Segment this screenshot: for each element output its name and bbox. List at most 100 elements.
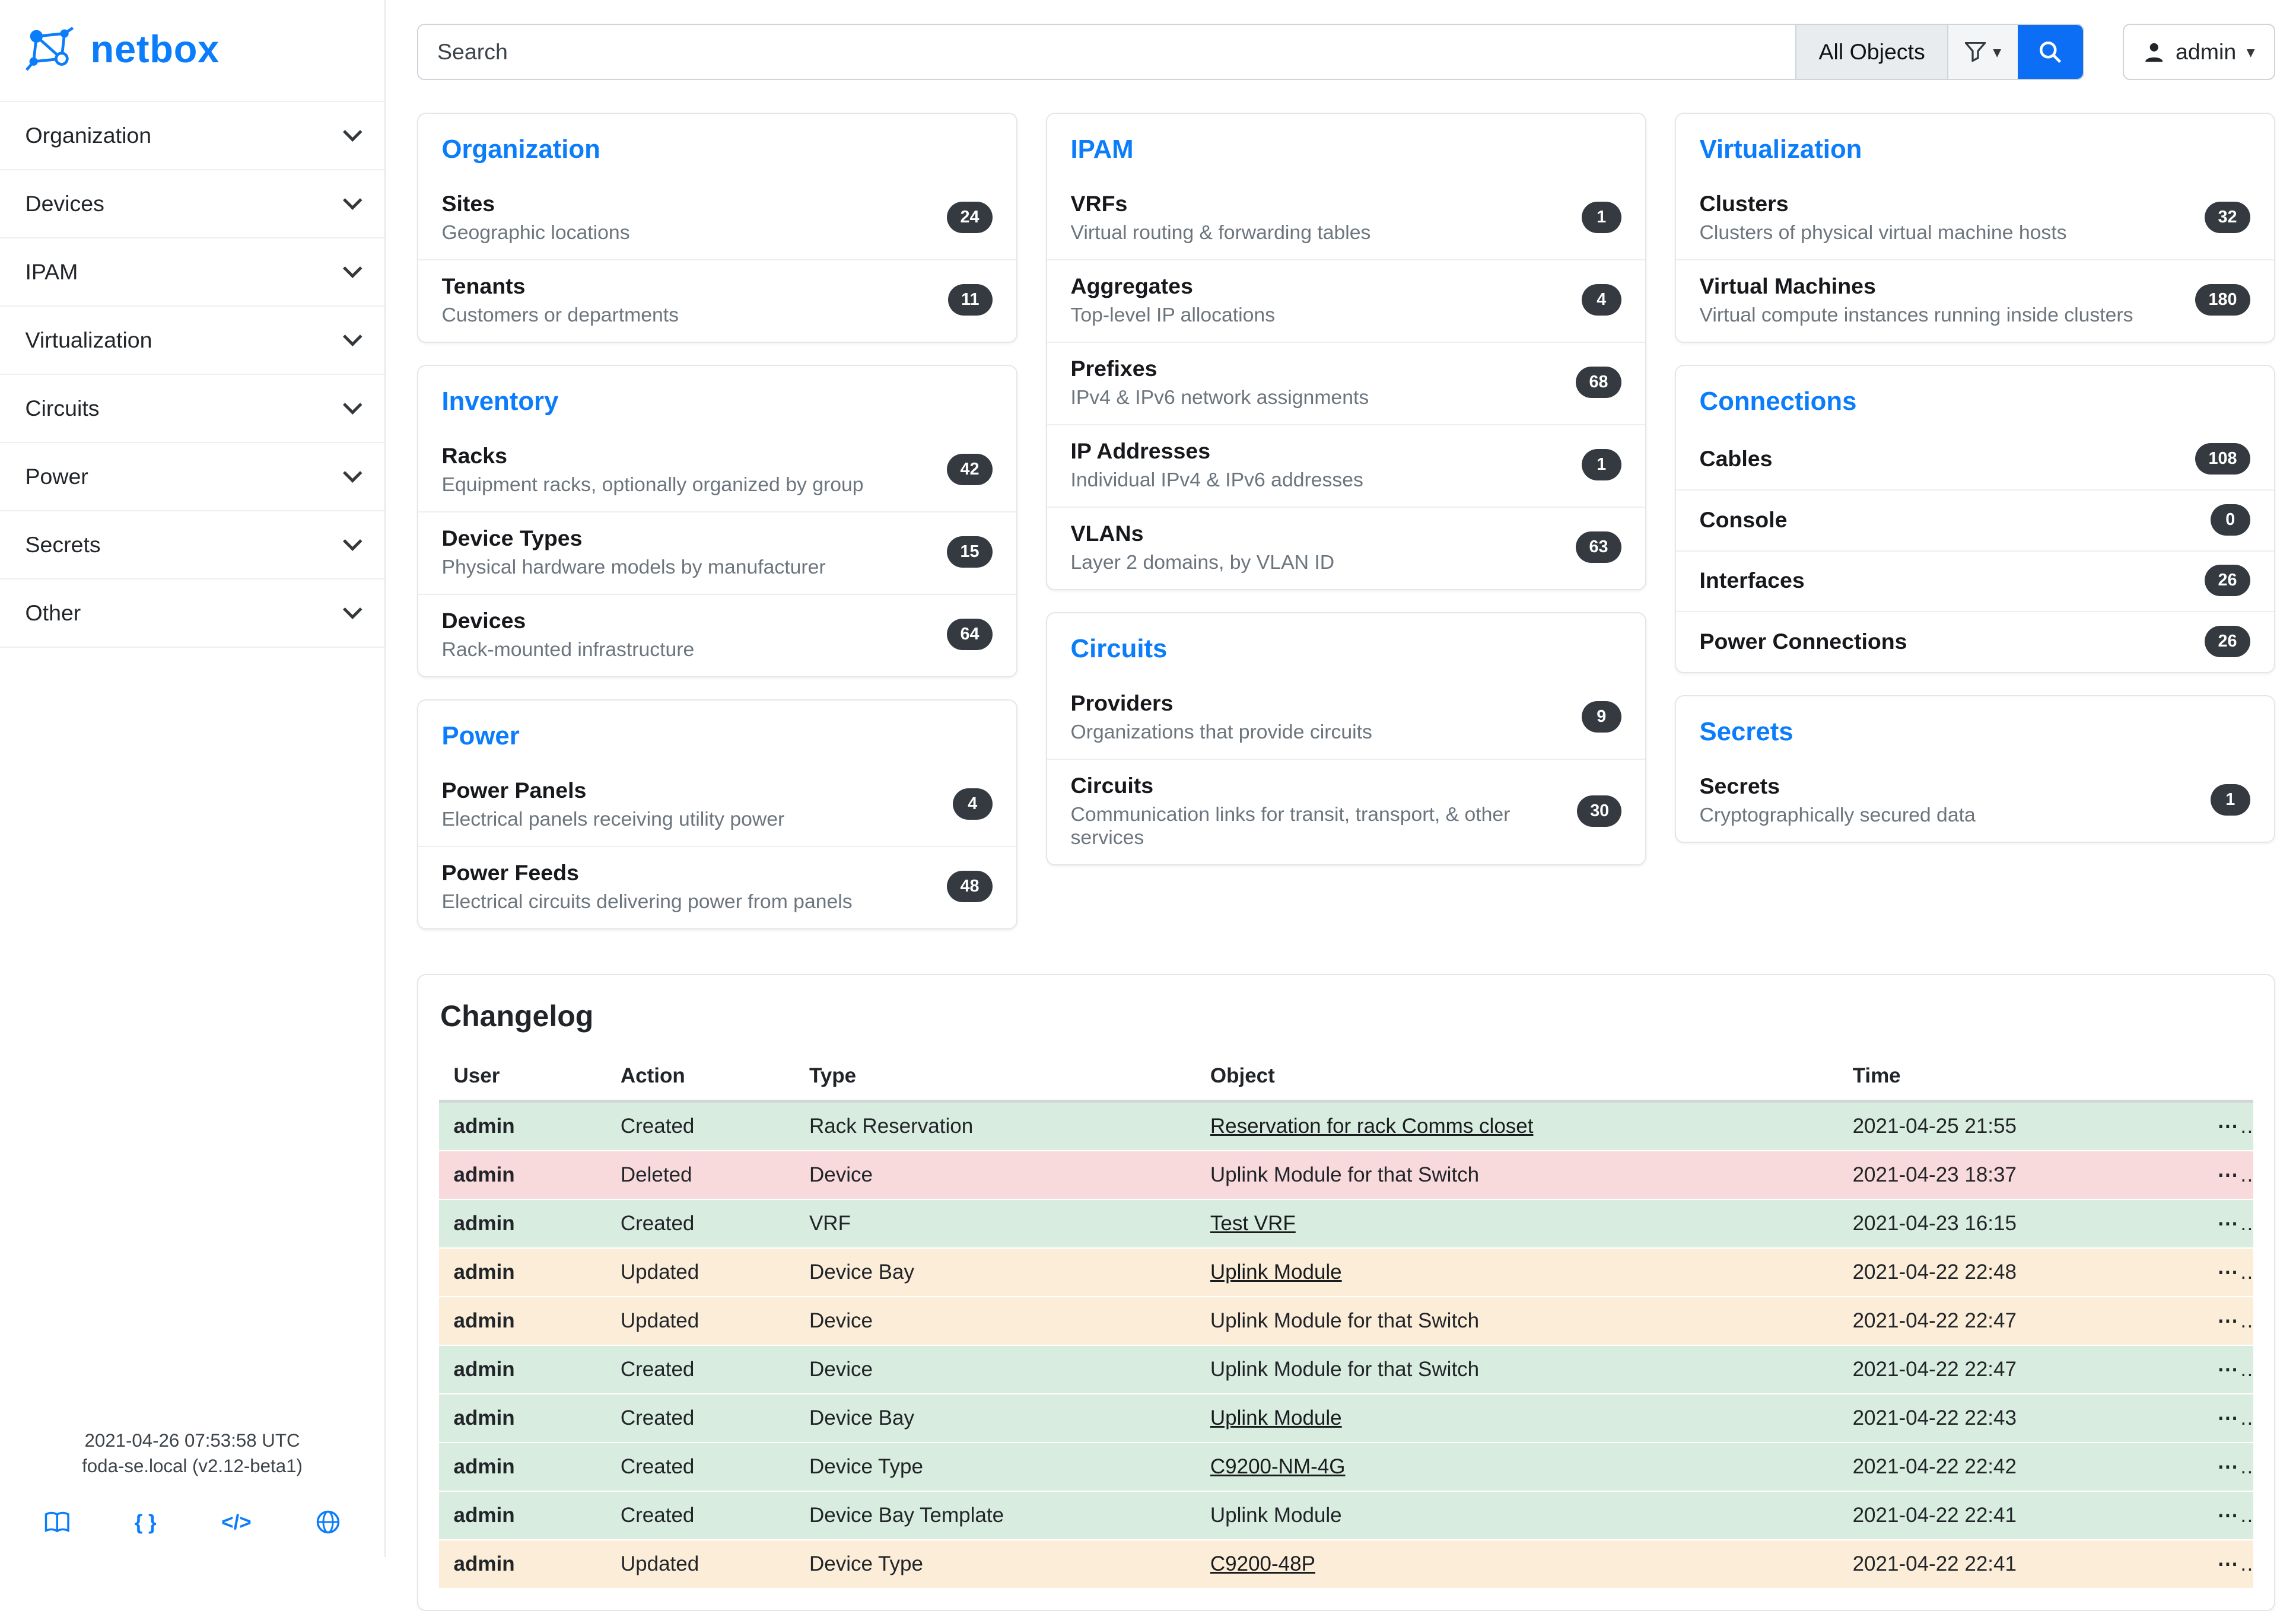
search-button[interactable] xyxy=(2018,25,2083,79)
sidebar-item-ipam[interactable]: IPAM xyxy=(0,238,384,307)
globe-icon[interactable] xyxy=(316,1510,340,1534)
count-badge[interactable]: 15 xyxy=(947,536,993,568)
filter-funnel-icon xyxy=(1965,42,1986,62)
changelog-action: Created xyxy=(606,1199,794,1248)
count-badge[interactable]: 24 xyxy=(947,202,993,233)
docs-book-icon[interactable] xyxy=(44,1511,70,1534)
card-item-link[interactable]: Devices xyxy=(442,608,695,633)
sidebar-item-circuits[interactable]: Circuits xyxy=(0,375,384,443)
changelog-object-link[interactable]: C9200-48P xyxy=(1210,1552,1315,1575)
card-item-text: Cables xyxy=(1700,446,1773,472)
row-actions-button[interactable]: ⋯ xyxy=(2217,1163,2253,1186)
count-badge[interactable]: 30 xyxy=(1577,795,1621,827)
card-item-description: Organizations that provide circuits xyxy=(1071,721,1372,744)
row-actions-button[interactable]: ⋯ xyxy=(2217,1212,2253,1235)
rest-api-braces-icon[interactable]: { } xyxy=(135,1508,157,1536)
count-badge[interactable]: 63 xyxy=(1576,531,1621,563)
changelog-object-link[interactable]: Test VRF xyxy=(1210,1212,1296,1235)
row-actions-button[interactable]: ⋯ xyxy=(2217,1455,2253,1478)
user-menu[interactable]: admin ▾ xyxy=(2123,24,2275,80)
sidebar-item-power[interactable]: Power xyxy=(0,443,384,511)
count-badge[interactable]: 48 xyxy=(947,871,993,902)
card-item-link[interactable]: Sites xyxy=(442,191,630,217)
changelog-object-link[interactable]: C9200-NM-4G xyxy=(1210,1455,1346,1478)
filter-dropdown[interactable]: ▾ xyxy=(1947,25,2017,79)
changelog-object-cell: Reservation for rack Comms closet xyxy=(1195,1101,1838,1151)
count-badge[interactable]: 108 xyxy=(2195,443,2250,475)
count-badge[interactable]: 0 xyxy=(2211,504,2251,536)
netbox-logo-icon xyxy=(24,24,77,74)
changelog-object-link[interactable]: Uplink Module xyxy=(1210,1406,1342,1429)
card-item-link[interactable]: Interfaces xyxy=(1700,568,1805,593)
card-item-link[interactable]: Racks xyxy=(442,443,864,469)
search-input[interactable] xyxy=(418,25,1796,79)
sidebar-item-devices[interactable]: Devices xyxy=(0,170,384,238)
card-title: Circuits xyxy=(1047,613,1646,677)
card-item-link[interactable]: Clusters xyxy=(1700,191,2067,217)
sidebar-item-secrets[interactable]: Secrets xyxy=(0,511,384,580)
card-item-link[interactable]: Cables xyxy=(1700,446,1773,472)
row-actions-button[interactable]: ⋯ xyxy=(2217,1309,2253,1332)
card-item-link[interactable]: Aggregates xyxy=(1071,273,1276,299)
sidebar-item-other[interactable]: Other xyxy=(0,580,384,648)
card-title: IPAM xyxy=(1047,114,1646,178)
changelog-object-cell: C9200-48P xyxy=(1195,1540,1838,1588)
card-item-description: IPv4 & IPv6 network assignments xyxy=(1071,386,1369,409)
card-item-link[interactable]: Circuits xyxy=(1071,773,1562,798)
count-badge[interactable]: 64 xyxy=(947,619,993,650)
card-item-link[interactable]: VRFs xyxy=(1071,191,1371,217)
card-item-link[interactable]: Prefixes xyxy=(1071,356,1369,381)
changelog-type: Device Type xyxy=(794,1540,1195,1588)
row-actions-button[interactable]: ⋯ xyxy=(2217,1260,2253,1284)
card-item-description: Electrical circuits delivering power fro… xyxy=(442,890,853,913)
column-header-action: Action xyxy=(606,1052,794,1101)
count-badge[interactable]: 9 xyxy=(1582,701,1622,733)
card-item-link[interactable]: Power Panels xyxy=(442,778,785,803)
count-badge[interactable]: 32 xyxy=(2205,202,2250,233)
card-item-description: Communication links for transit, transpo… xyxy=(1071,803,1562,849)
object-type-selector[interactable]: All Objects xyxy=(1795,25,1947,79)
card-item-link[interactable]: Virtual Machines xyxy=(1700,273,2133,299)
card-item-link[interactable]: Providers xyxy=(1071,690,1372,716)
card-item-text: Circuits Communication links for transit,… xyxy=(1071,773,1562,849)
card-title: Virtualization xyxy=(1676,114,2275,178)
count-badge[interactable]: 42 xyxy=(947,454,993,485)
card-item-link[interactable]: IP Addresses xyxy=(1071,438,1363,464)
changelog-object-link[interactable]: Reservation for rack Comms closet xyxy=(1210,1115,1534,1138)
count-badge[interactable]: 1 xyxy=(1582,202,1622,233)
changelog-object-cell: Uplink Module xyxy=(1195,1394,1838,1443)
row-actions-button[interactable]: ⋯ xyxy=(2217,1406,2253,1429)
card-item-link[interactable]: Secrets xyxy=(1700,773,1976,799)
sidebar-item-organization[interactable]: Organization xyxy=(0,102,384,170)
count-badge[interactable]: 4 xyxy=(1582,284,1622,316)
search-icon xyxy=(2039,40,2062,64)
count-badge[interactable]: 4 xyxy=(953,788,993,820)
row-actions-button[interactable]: ⋯ xyxy=(2217,1504,2253,1527)
changelog-type: Device Bay xyxy=(794,1394,1195,1443)
changelog-object-link[interactable]: Uplink Module xyxy=(1210,1260,1342,1284)
card-item-link[interactable]: VLANs xyxy=(1071,521,1335,546)
count-badge[interactable]: 1 xyxy=(1582,449,1622,480)
count-badge[interactable]: 1 xyxy=(2211,784,2251,816)
sidebar-item-virtualization[interactable]: Virtualization xyxy=(0,307,384,375)
card-item-link[interactable]: Power Feeds xyxy=(442,860,853,886)
netbox-logo[interactable]: netbox xyxy=(0,0,384,101)
card-item-link[interactable]: Device Types xyxy=(442,526,826,551)
card-item-link[interactable]: Console xyxy=(1700,507,1788,533)
count-badge[interactable]: 180 xyxy=(2195,284,2250,316)
card-item-link[interactable]: Tenants xyxy=(442,273,679,299)
row-actions-button[interactable]: ⋯ xyxy=(2217,1552,2253,1575)
count-badge[interactable]: 68 xyxy=(1576,367,1621,398)
count-badge[interactable]: 11 xyxy=(948,284,993,316)
code-icon[interactable]: </> xyxy=(221,1508,252,1536)
card-item-link[interactable]: Power Connections xyxy=(1700,629,1907,654)
count-badge[interactable]: 26 xyxy=(2205,565,2250,596)
count-badge[interactable]: 26 xyxy=(2205,626,2250,657)
row-actions-button[interactable]: ⋯ xyxy=(2217,1115,2253,1138)
row-actions-button[interactable]: ⋯ xyxy=(2217,1358,2253,1381)
changelog-action: Updated xyxy=(606,1297,794,1345)
